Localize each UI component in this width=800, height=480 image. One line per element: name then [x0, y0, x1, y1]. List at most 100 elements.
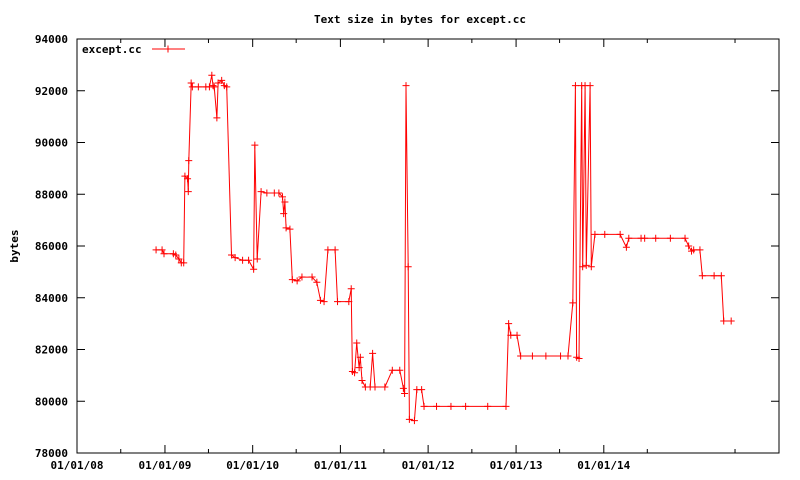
- legend-label: except.cc: [82, 43, 142, 56]
- series-except.cc: [152, 71, 735, 425]
- data-point: [184, 175, 192, 183]
- data-point: [185, 157, 193, 165]
- data-point: [353, 339, 361, 347]
- y-tick-label: 92000: [35, 85, 68, 98]
- data-point: [579, 263, 587, 271]
- plot-frame: [76, 38, 780, 454]
- y-tick-label: 86000: [35, 240, 68, 253]
- data-point: [369, 349, 377, 357]
- data-point: [213, 114, 221, 122]
- data-point: [152, 246, 160, 254]
- data-point: [280, 210, 288, 218]
- data-point: [625, 234, 633, 242]
- data-point: [447, 402, 455, 410]
- data-point: [513, 331, 521, 339]
- data-point: [334, 298, 342, 306]
- data-point: [696, 246, 704, 254]
- x-tick-label: 01/01/11: [314, 459, 367, 472]
- x-tick-label: 01/01/08: [51, 459, 104, 472]
- data-point: [401, 389, 409, 397]
- data-point: [351, 369, 359, 377]
- data-point: [298, 273, 306, 281]
- data-point: [358, 377, 366, 385]
- data-point: [402, 82, 410, 90]
- y-axis-label: bytes: [8, 229, 21, 262]
- data-point: [587, 263, 595, 271]
- data-point: [345, 298, 353, 306]
- data-point: [582, 261, 590, 269]
- data-point: [278, 193, 286, 201]
- data-point: [281, 198, 289, 206]
- axes: 78000 80000 82000 84000 86000 88000 90000 92000…: [35, 33, 780, 472]
- data-point: [405, 415, 413, 423]
- data-point: [331, 246, 339, 254]
- data-point: [231, 254, 239, 262]
- x-tick-label: 01/01/13: [490, 459, 543, 472]
- data-point: [396, 366, 404, 374]
- data-point: [208, 71, 216, 79]
- data-point: [308, 273, 316, 281]
- data-point: [720, 317, 728, 325]
- data-point: [418, 386, 426, 394]
- legend: except.cc: [82, 43, 185, 56]
- data-point: [571, 82, 579, 90]
- data-point: [502, 402, 510, 410]
- data-point: [710, 272, 718, 280]
- data-point: [388, 366, 396, 374]
- series-layer: [152, 71, 735, 425]
- data-point: [209, 82, 217, 90]
- legend-marker: [164, 45, 172, 53]
- data-point: [591, 230, 599, 238]
- data-point: [214, 79, 222, 87]
- data-point: [239, 256, 247, 264]
- data-point: [528, 352, 536, 360]
- data-point: [371, 383, 379, 391]
- data-point: [194, 83, 202, 91]
- data-point: [355, 364, 363, 372]
- data-point: [601, 230, 609, 238]
- data-point: [717, 272, 725, 280]
- y-tick-label: 82000: [35, 344, 68, 357]
- y-tick-label: 78000: [35, 447, 68, 460]
- data-point: [685, 242, 693, 250]
- data-point: [184, 188, 192, 196]
- x-tick-label: 01/01/10: [226, 459, 279, 472]
- data-point: [293, 277, 301, 285]
- data-point: [320, 298, 328, 306]
- data-point: [616, 230, 624, 238]
- data-point: [172, 251, 180, 259]
- y-tick-label: 80000: [35, 395, 68, 408]
- data-point: [575, 355, 583, 363]
- data-point: [324, 246, 332, 254]
- data-point: [586, 82, 594, 90]
- data-point: [381, 383, 389, 391]
- data-point: [410, 417, 418, 425]
- data-point: [507, 331, 515, 339]
- y-tick-label: 84000: [35, 292, 68, 305]
- data-point: [517, 352, 525, 360]
- data-point: [484, 402, 492, 410]
- data-point: [399, 384, 407, 392]
- data-point: [275, 189, 283, 197]
- data-point: [245, 256, 253, 264]
- data-point: [282, 224, 290, 232]
- data-point: [288, 276, 296, 284]
- data-point: [356, 353, 364, 361]
- data-point: [622, 243, 630, 251]
- chart-title: Text size in bytes for except.cc: [314, 13, 526, 26]
- data-point: [180, 259, 188, 267]
- x-tick-label: 01/01/09: [138, 459, 191, 472]
- data-point: [250, 265, 258, 273]
- x-tick-label: 01/01/14: [577, 459, 630, 472]
- data-point: [187, 79, 195, 87]
- data-point: [253, 255, 261, 263]
- y-tick-label: 94000: [35, 33, 68, 46]
- data-point: [569, 299, 577, 307]
- data-point: [251, 141, 259, 149]
- data-point: [641, 234, 649, 242]
- data-point: [462, 402, 470, 410]
- data-point: [420, 402, 428, 410]
- data-point: [228, 251, 236, 259]
- data-point: [404, 263, 412, 271]
